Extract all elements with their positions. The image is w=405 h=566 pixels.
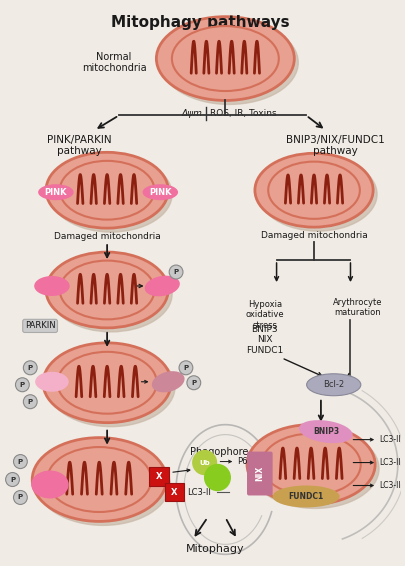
Circle shape	[192, 451, 216, 474]
Ellipse shape	[272, 486, 339, 508]
Text: P: P	[28, 365, 33, 371]
Circle shape	[15, 378, 29, 392]
Text: Bcl-2: Bcl-2	[322, 380, 343, 389]
Text: PINK: PINK	[149, 188, 171, 197]
Text: P: P	[18, 495, 23, 500]
FancyBboxPatch shape	[246, 452, 272, 495]
Ellipse shape	[144, 276, 179, 296]
Ellipse shape	[306, 374, 360, 396]
Ellipse shape	[142, 185, 178, 200]
Ellipse shape	[31, 470, 68, 499]
Ellipse shape	[60, 260, 154, 319]
Ellipse shape	[254, 153, 372, 227]
Text: Phagophore: Phagophore	[190, 447, 248, 457]
Text: NIX: NIX	[255, 466, 264, 481]
Ellipse shape	[38, 185, 73, 200]
Ellipse shape	[171, 26, 278, 91]
Circle shape	[23, 361, 37, 375]
Text: FUNDC1: FUNDC1	[288, 492, 323, 501]
Text: Δψm: Δψm	[181, 109, 202, 118]
Ellipse shape	[298, 420, 352, 443]
Ellipse shape	[160, 20, 298, 105]
Ellipse shape	[151, 371, 184, 392]
Text: BNIP3
NIX
FUNDC1: BNIP3 NIX FUNDC1	[245, 325, 283, 355]
Ellipse shape	[32, 438, 166, 521]
Ellipse shape	[156, 16, 294, 100]
Circle shape	[204, 465, 230, 491]
Circle shape	[13, 491, 27, 504]
Text: Damaged mitochondria: Damaged mitochondria	[260, 230, 367, 239]
Ellipse shape	[58, 352, 156, 414]
Ellipse shape	[50, 156, 172, 232]
Text: LC3-II: LC3-II	[186, 488, 210, 497]
Text: LC3-II: LC3-II	[378, 435, 400, 444]
Ellipse shape	[50, 256, 172, 332]
Ellipse shape	[43, 343, 171, 423]
Circle shape	[169, 265, 183, 279]
Ellipse shape	[246, 424, 374, 504]
Text: P: P	[28, 398, 33, 405]
Ellipse shape	[258, 157, 376, 231]
Text: Ub: Ub	[199, 460, 209, 466]
Text: BNIP3: BNIP3	[312, 427, 338, 436]
Text: P: P	[183, 365, 188, 371]
Text: X: X	[171, 488, 177, 497]
Text: Arythrocyte
maturation: Arythrocyte maturation	[332, 298, 381, 318]
Ellipse shape	[268, 162, 359, 219]
Text: PINK: PINK	[45, 188, 67, 197]
Text: P: P	[173, 269, 178, 275]
Text: PINK/PARKIN
pathway: PINK/PARKIN pathway	[47, 135, 111, 156]
Text: PARKIN: PARKIN	[25, 321, 55, 331]
Ellipse shape	[34, 276, 70, 296]
Circle shape	[13, 454, 27, 469]
Ellipse shape	[46, 152, 168, 228]
Text: P: P	[18, 458, 23, 465]
Text: P: P	[191, 380, 196, 386]
Ellipse shape	[250, 428, 378, 508]
Text: Hypoxia
oxidative
stress: Hypoxia oxidative stress	[245, 300, 284, 330]
Text: ROS, IR, Toxins: ROS, IR, Toxins	[209, 109, 275, 118]
FancyBboxPatch shape	[149, 466, 169, 487]
Circle shape	[6, 473, 19, 487]
Ellipse shape	[35, 372, 68, 392]
Text: LC3-II: LC3-II	[378, 458, 400, 467]
Circle shape	[23, 395, 37, 409]
Text: Damaged mitochondria: Damaged mitochondria	[53, 231, 160, 241]
Text: Mitophagy: Mitophagy	[186, 544, 244, 554]
Ellipse shape	[46, 252, 168, 328]
Text: Mitophagy pathways: Mitophagy pathways	[111, 15, 289, 29]
Text: Normal
mitochondria: Normal mitochondria	[81, 52, 146, 74]
Text: P: P	[10, 477, 15, 483]
Ellipse shape	[60, 161, 154, 220]
Text: P: P	[20, 381, 25, 388]
Text: P62: P62	[237, 457, 252, 466]
Ellipse shape	[47, 347, 175, 427]
Text: X: X	[156, 472, 162, 481]
Circle shape	[186, 376, 200, 390]
FancyBboxPatch shape	[165, 482, 183, 501]
Text: LC3-II: LC3-II	[378, 481, 400, 490]
Ellipse shape	[36, 441, 170, 525]
Ellipse shape	[261, 434, 360, 495]
Ellipse shape	[47, 447, 151, 512]
Circle shape	[179, 361, 192, 375]
Text: BNIP3/NIX/FUNDC1
pathway: BNIP3/NIX/FUNDC1 pathway	[286, 135, 384, 156]
